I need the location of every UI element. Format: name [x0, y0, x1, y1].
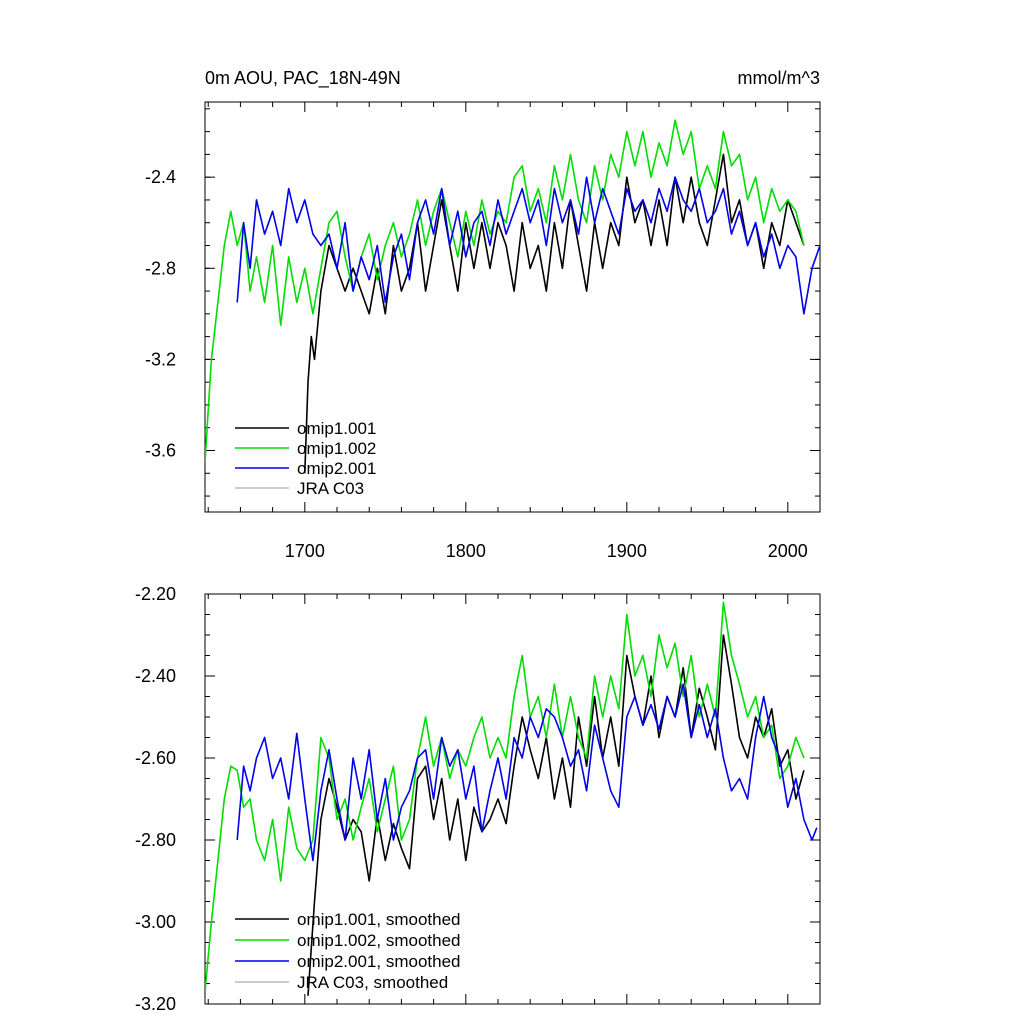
- legend-label-omip1-001: omip1.001: [297, 419, 376, 438]
- series-line-omip1-001: [304, 153, 805, 474]
- legend-label-jra-c03: JRA C03: [297, 479, 364, 498]
- legend-label-omip2-001: omip2.001: [297, 459, 376, 478]
- x-tick-label: 2000: [768, 541, 808, 561]
- y-tick-label: -2.4: [145, 167, 176, 187]
- legend-label-jra-c03-smoothed: JRA C03, smoothed: [297, 973, 448, 992]
- series-line-omip1-001-smoothed: [307, 634, 805, 996]
- plot-frame: [204, 101, 821, 513]
- series-line-omip2-001-smoothed: [236, 683, 818, 862]
- x-tick-label: 1700: [285, 541, 325, 561]
- chart-title: 0m AOU, PAC_18N-49N: [205, 68, 401, 89]
- y-tick-label: -3.00: [135, 912, 176, 932]
- y-tick-label: -2.8: [145, 258, 176, 278]
- y-tick-label: -2.40: [135, 666, 176, 686]
- y-tick-label: -2.80: [135, 830, 176, 850]
- legend-label-omip1-002: omip1.002: [297, 439, 376, 458]
- x-tick-label: 1800: [446, 541, 486, 561]
- series-line-omip1-002-smoothed: [205, 601, 805, 992]
- legend-label-omip1-002-smoothed: omip1.002, smoothed: [297, 931, 461, 950]
- legend-label-omip2-001-smoothed: omip2.001, smoothed: [297, 952, 461, 971]
- legend-label-omip1-001-smoothed: omip1.001, smoothed: [297, 910, 461, 929]
- y-tick-label: -3.20: [135, 994, 176, 1014]
- y-tick-label: -3.2: [145, 349, 176, 369]
- y-tick-label: -2.20: [135, 584, 176, 604]
- top-panel: 0m AOU, PAC_18N-49N mmol/m^3 -3.6 -3.2 -2.8 -…: [145, 68, 821, 561]
- y-tick-label: -2.60: [135, 748, 176, 768]
- series-line-omip2-001: [236, 176, 820, 315]
- x-tick-label: 1900: [607, 541, 647, 561]
- bottom-panel: -3.20 -3.00 -2.80 -2.60 -2.40 -2.20 omip1.001,…: [135, 584, 821, 1014]
- series-line-omip1-002: [205, 119, 805, 462]
- units-label: mmol/m^3: [738, 68, 820, 88]
- y-tick-label: -3.6: [145, 441, 176, 461]
